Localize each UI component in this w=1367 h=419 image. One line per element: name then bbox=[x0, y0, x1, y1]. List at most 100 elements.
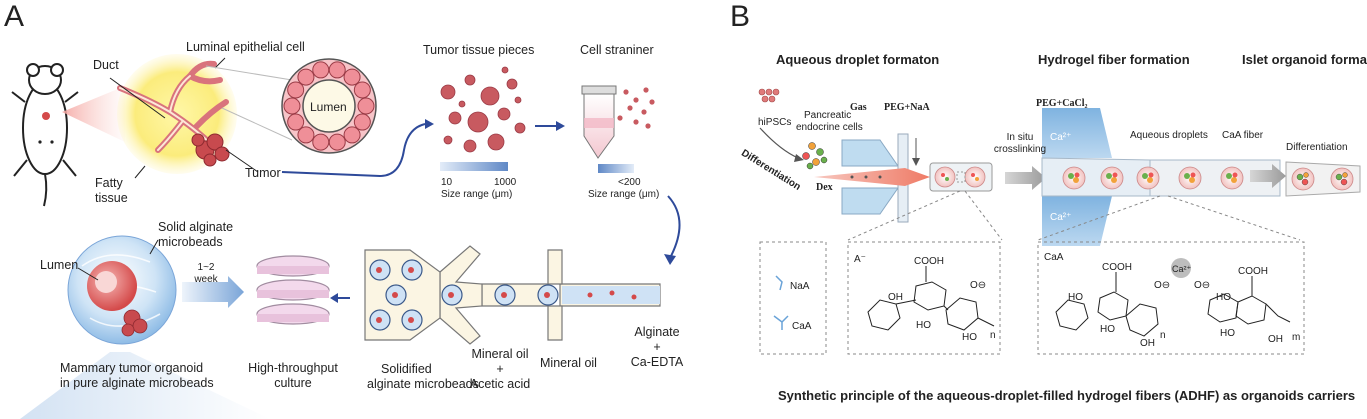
tissue-piece bbox=[480, 86, 500, 106]
label-pancreatic-1: Pancreatic bbox=[804, 110, 852, 121]
label-ca-top: Ca²⁺ bbox=[1050, 132, 1072, 143]
label-cooh-mid: COOH bbox=[1102, 262, 1132, 273]
label-fatty-1: Fatty bbox=[95, 176, 123, 190]
epithelial-cell bbox=[353, 81, 371, 99]
label-m-right: m bbox=[1292, 332, 1301, 343]
label-ho-4: HO bbox=[1100, 324, 1115, 335]
label-in-situ-1: In situ bbox=[1006, 132, 1034, 143]
bottom-glow bbox=[20, 352, 270, 419]
label-solidified-2: alginate microbeads bbox=[367, 377, 479, 391]
label-aqueous-droplets: Aqueous droplets bbox=[1130, 130, 1208, 141]
cluster-cell bbox=[1190, 172, 1196, 178]
label-peg-cacl2: PEG+CaCl₂ bbox=[1036, 98, 1088, 109]
grey-arrow-2 bbox=[1250, 164, 1286, 188]
epithelial-cell bbox=[343, 68, 361, 86]
label-a-minus: A⁻ bbox=[854, 254, 866, 265]
cluster-cell bbox=[1073, 177, 1079, 183]
calcium-ion bbox=[1171, 258, 1191, 278]
tissue-piece bbox=[464, 74, 476, 86]
header-aqueous: Aqueous droplet formaton bbox=[776, 52, 940, 67]
size-range-bar bbox=[440, 162, 508, 171]
culture-plates-stack bbox=[256, 255, 330, 325]
epithelial-cell bbox=[312, 61, 330, 79]
tissue-piece bbox=[443, 135, 453, 145]
legend-box bbox=[759, 241, 827, 355]
epithelial-cell bbox=[328, 133, 346, 151]
epithelial-cell bbox=[357, 97, 375, 115]
cluster-cell bbox=[1189, 177, 1195, 183]
label-pancreatic-2: endocrine cells bbox=[796, 122, 863, 133]
zoom-lines bbox=[847, 190, 1301, 241]
label-differentiation-right: Differentiation bbox=[1286, 142, 1348, 153]
dex-jet bbox=[814, 168, 930, 186]
caa-structure-box bbox=[1037, 241, 1305, 355]
bead-cell bbox=[392, 292, 398, 298]
label-gas: Gas bbox=[850, 102, 867, 113]
filtered-cell bbox=[643, 87, 649, 93]
header-hydrogel: Hydrogel fiber formation bbox=[1038, 52, 1190, 67]
cluster-cell bbox=[1142, 173, 1148, 179]
epithelial-cell bbox=[328, 61, 346, 79]
panel-b-graphics bbox=[758, 88, 1361, 355]
filtered-cell bbox=[617, 115, 623, 121]
label-size-range-2: Size range (μm) bbox=[588, 189, 660, 200]
label-o-minus: O⊖ bbox=[970, 280, 987, 291]
label-peg-naa: PEG+NaA bbox=[884, 102, 930, 113]
filtered-cell bbox=[633, 119, 639, 125]
label-solid-alginate-1: Solid alginate bbox=[158, 220, 234, 234]
stream-cell bbox=[609, 290, 615, 296]
label-n-right: n bbox=[1160, 330, 1166, 341]
label-solid-alginate-2: microbeads bbox=[158, 235, 223, 249]
cluster-cell bbox=[1232, 172, 1238, 178]
strainer-to-chip-arrow bbox=[667, 195, 681, 259]
label-ho-1: HO bbox=[916, 320, 931, 331]
filtered-cell bbox=[623, 89, 629, 95]
mouse-icon bbox=[11, 63, 79, 207]
epithelial-cell bbox=[283, 97, 301, 115]
label-tumor: Tumor bbox=[245, 166, 281, 180]
tumor-to-pieces-arrow bbox=[281, 123, 426, 178]
label-high-throughput-2: culture bbox=[274, 376, 312, 390]
label-caa-box: CaA bbox=[1044, 252, 1064, 263]
bead-cell bbox=[501, 292, 507, 298]
hipsc-cells bbox=[758, 88, 780, 103]
label-tumor-pieces: Tumor tissue pieces bbox=[423, 43, 535, 57]
bead-cell bbox=[376, 317, 382, 323]
label-oh-2: OH bbox=[1140, 338, 1155, 349]
tissue-piece bbox=[506, 78, 518, 90]
label-high-throughput-1: High-throughput bbox=[248, 361, 338, 375]
cluster-cell bbox=[1068, 173, 1074, 179]
cluster-cell bbox=[1148, 172, 1154, 178]
label-oh-1: OH bbox=[888, 292, 903, 303]
label-alginate-3: Ca-EDTA bbox=[630, 355, 684, 369]
label-mineral-oil: Mineral oil bbox=[540, 356, 597, 370]
cluster-cell bbox=[1106, 173, 1112, 179]
grey-arrow-1 bbox=[1005, 166, 1046, 190]
week-arrow bbox=[182, 276, 244, 308]
bead-cell bbox=[376, 267, 382, 273]
tissue-piece bbox=[467, 111, 489, 133]
fiber-droplets bbox=[1062, 166, 1244, 190]
panel-b: B bbox=[720, 0, 1367, 419]
epithelial-cell bbox=[353, 113, 371, 131]
duct-pointer bbox=[109, 77, 166, 119]
legend-caa-label: CaA bbox=[792, 321, 812, 332]
stream-cell bbox=[587, 292, 593, 298]
epithelial-cell bbox=[343, 126, 361, 144]
label-o-right: O⊖ bbox=[1194, 280, 1211, 291]
cluster-cell bbox=[1147, 177, 1153, 183]
pieces-to-strainer-arrow bbox=[556, 121, 565, 131]
header-islet: Islet organoid formation bbox=[1242, 52, 1367, 67]
tissue-piece bbox=[440, 84, 456, 100]
organoid-lumen bbox=[95, 271, 117, 293]
zoom-cone bbox=[62, 86, 125, 142]
epithelial-cell bbox=[297, 68, 315, 86]
label-ho-3: HO bbox=[1068, 292, 1083, 303]
caa-glyph bbox=[773, 315, 789, 330]
size-range-bar-2 bbox=[598, 164, 634, 173]
tissue-piece bbox=[458, 100, 466, 108]
label-o-mid: O⊖ bbox=[1154, 280, 1171, 291]
filtered-cell bbox=[641, 109, 647, 115]
gas-channel bbox=[841, 139, 899, 215]
label-ho-5: HO bbox=[1216, 292, 1231, 303]
